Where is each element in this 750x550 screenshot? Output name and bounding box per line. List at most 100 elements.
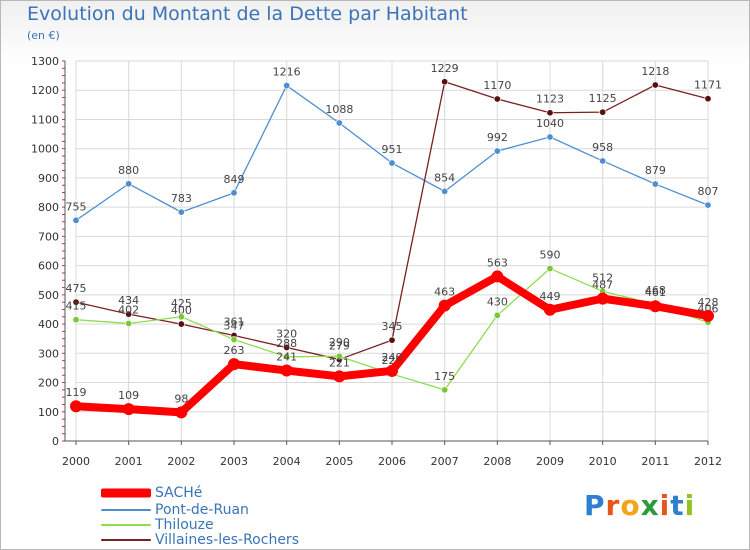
y-tick-label: 100 — [38, 406, 59, 419]
x-tick-label: 2000 — [62, 455, 90, 468]
data-label-villaines-les-rochers: 345 — [382, 320, 403, 333]
data-point-villaines-les-rochers — [546, 109, 554, 117]
data-label-sach-: 109 — [118, 389, 139, 402]
x-tick-label: 2004 — [273, 455, 301, 468]
y-tick-label: 1300 — [31, 55, 59, 68]
data-label-thilouze: 430 — [487, 295, 508, 308]
data-point-pont-de-ruan — [230, 189, 238, 197]
data-point-pont-de-ruan — [599, 157, 607, 165]
y-tick-label: 1200 — [31, 84, 59, 97]
data-point-pont-de-ruan — [651, 180, 659, 188]
data-point-villaines-les-rochers — [599, 108, 607, 116]
data-point-pont-de-ruan — [441, 187, 449, 195]
data-point-villaines-les-rochers — [72, 298, 80, 306]
data-label-thilouze: 590 — [540, 249, 561, 262]
legend-label-pont-de-ruan: Pont-de-Ruan — [155, 502, 249, 518]
logo-letter: r — [605, 489, 621, 522]
legend-item-thilouze: Thilouze — [101, 517, 361, 533]
legend-swatch-pont-de-ruan — [101, 509, 151, 511]
y-tick-label: 700 — [38, 230, 59, 243]
y-tick-label: 1000 — [31, 143, 59, 156]
data-point-pont-de-ruan — [72, 216, 80, 224]
data-label-sach-: 263 — [224, 344, 245, 357]
data-label-pont-de-ruan: 1040 — [536, 117, 564, 130]
legend-label-thilouze: Thilouze — [155, 517, 214, 533]
data-label-villaines-les-rochers: 434 — [118, 294, 139, 307]
data-label-sach-: 449 — [540, 290, 561, 303]
x-tick-label: 2003 — [220, 455, 248, 468]
data-label-thilouze: 288 — [276, 337, 297, 350]
data-point-pont-de-ruan — [125, 180, 133, 188]
data-label-sach-: 428 — [698, 296, 719, 309]
data-point-pont-de-ruan — [283, 82, 291, 90]
data-point-thilouze — [72, 316, 80, 324]
data-label-pont-de-ruan: 755 — [66, 200, 87, 213]
x-tick-label: 2009 — [536, 455, 564, 468]
x-tick-label: 2002 — [167, 455, 195, 468]
data-label-sach-: 461 — [645, 286, 666, 299]
y-tick-label: 400 — [38, 318, 59, 331]
data-label-villaines-les-rochers: 1125 — [589, 92, 617, 105]
data-label-pont-de-ruan: 880 — [118, 164, 139, 177]
x-tick-label: 2001 — [115, 455, 143, 468]
legend-item-villaines: Villaines-les-Rochers — [101, 532, 361, 548]
y-tick-label: 0 — [52, 435, 59, 448]
data-point-villaines-les-rochers — [651, 81, 659, 89]
data-point-villaines-les-rochers — [388, 336, 396, 344]
logo-letter: i — [684, 489, 696, 522]
data-label-pont-de-ruan: 807 — [698, 185, 719, 198]
x-tick-label: 2007 — [431, 455, 459, 468]
data-label-thilouze: 347 — [224, 320, 245, 333]
legend-swatch-thilouze — [101, 524, 151, 526]
y-tick-label: 500 — [38, 289, 59, 302]
chart-title: Evolution du Montant de la Dette par Hab… — [27, 3, 468, 25]
x-tick-label: 2010 — [589, 455, 617, 468]
data-point-thilouze — [283, 353, 291, 361]
data-point-villaines-les-rochers — [125, 310, 133, 318]
logo-letter: x — [640, 489, 660, 522]
data-label-pont-de-ruan: 951 — [382, 143, 403, 156]
data-label-pont-de-ruan: 879 — [645, 164, 666, 177]
legend-item-pont-de-ruan: Pont-de-Ruan — [101, 502, 361, 518]
data-label-thilouze: 468 — [645, 284, 666, 297]
data-label-sach-: 240 — [382, 351, 403, 364]
data-point-pont-de-ruan — [335, 119, 343, 127]
data-point-sach- — [228, 358, 240, 371]
data-label-thilouze: 175 — [434, 370, 455, 383]
y-tick-label: 1100 — [31, 113, 59, 126]
data-label-pont-de-ruan: 1216 — [273, 66, 301, 79]
data-label-sach-: 487 — [592, 279, 613, 292]
data-label-sach-: 463 — [434, 286, 455, 299]
legend-label-villaines: Villaines-les-Rochers — [155, 532, 299, 548]
data-label-pont-de-ruan: 854 — [434, 171, 455, 184]
x-tick-label: 2005 — [325, 455, 353, 468]
data-point-villaines-les-rochers — [493, 95, 501, 103]
data-point-sach- — [438, 299, 451, 312]
data-label-sach-: 563 — [487, 256, 508, 269]
data-point-sach- — [280, 364, 293, 377]
legend-swatch-sache — [101, 488, 151, 498]
data-label-villaines-les-rochers: 1171 — [694, 79, 722, 92]
data-point-sach- — [596, 292, 609, 305]
legend-label-sache: SACHé — [155, 485, 203, 501]
data-point-thilouze — [335, 352, 343, 360]
data-point-sach- — [175, 406, 188, 419]
data-label-villaines-les-rochers: 475 — [66, 282, 87, 295]
data-label-villaines-les-rochers: 1229 — [431, 62, 459, 75]
data-point-villaines-les-rochers — [177, 320, 185, 328]
data-label-villaines-les-rochers: 1170 — [483, 79, 511, 92]
data-point-villaines-les-rochers — [704, 95, 712, 103]
data-point-thilouze — [125, 319, 133, 327]
data-point-pont-de-ruan — [177, 208, 185, 216]
y-tick-label: 200 — [38, 377, 59, 390]
y-tick-label: 800 — [38, 201, 59, 214]
data-point-sach- — [491, 270, 504, 283]
data-label-pont-de-ruan: 849 — [224, 173, 245, 186]
data-label-villaines-les-rochers: 1218 — [641, 65, 669, 78]
x-tick-label: 2011 — [641, 455, 669, 468]
data-label-thilouze: 512 — [592, 271, 613, 284]
data-label-thilouze: 290 — [329, 336, 350, 349]
x-tick-label: 2006 — [378, 455, 406, 468]
